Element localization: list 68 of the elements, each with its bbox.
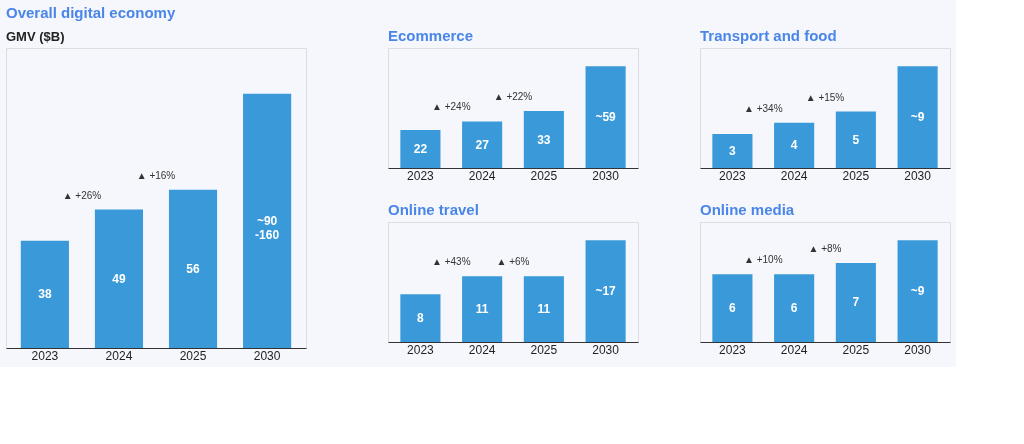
data-label: 8 xyxy=(417,311,425,326)
annotation: ▲ +22% xyxy=(493,91,533,103)
bar xyxy=(168,189,218,348)
data-label: 33 xyxy=(537,132,551,147)
bar xyxy=(897,66,938,168)
chart-subtitle: GMV ($B) xyxy=(6,29,65,44)
x-tick-label: 2023 xyxy=(719,168,747,183)
data-label: 7 xyxy=(852,295,860,310)
annotation: ▲ +6% xyxy=(496,256,530,268)
annotation: ▲ +24% xyxy=(432,101,471,113)
data-label: ~59 xyxy=(595,110,617,125)
x-tick-label: 2023 xyxy=(719,342,747,357)
x-tick-label: 2024 xyxy=(468,168,496,183)
bar xyxy=(712,134,753,168)
data-label: ~90 -160 xyxy=(255,213,280,242)
data-label: 6 xyxy=(729,301,737,316)
annotation: ▲ +34% xyxy=(744,102,783,114)
x-tick-label: 2025 xyxy=(842,342,870,357)
x-tick-label: 2030 xyxy=(592,168,620,183)
bar xyxy=(774,122,815,168)
data-label: ~9 xyxy=(910,284,925,299)
x-tick-label: 2025 xyxy=(179,348,207,363)
x-tick-label: 2024 xyxy=(468,342,496,357)
x-tick-label: 2030 xyxy=(904,342,932,357)
x-tick-label: 2024 xyxy=(105,348,133,363)
bar xyxy=(585,66,626,168)
data-label: 38 xyxy=(38,287,52,302)
chart-title: Overall digital economy xyxy=(6,4,176,21)
x-tick-label: 2025 xyxy=(842,168,870,183)
chart-title: Transport and food xyxy=(700,27,837,44)
data-label: 4 xyxy=(790,138,798,153)
annotation: ▲ +10% xyxy=(744,254,783,266)
annotation: ▲ +8% xyxy=(808,242,842,254)
data-label: 22 xyxy=(413,142,428,157)
data-label: 27 xyxy=(475,137,490,152)
bar xyxy=(94,209,144,348)
x-tick-label: 2023 xyxy=(31,348,59,363)
x-tick-label: 2023 xyxy=(407,168,435,183)
data-label: 3 xyxy=(729,144,737,159)
bar xyxy=(20,240,69,348)
x-tick-label: 2030 xyxy=(253,348,281,363)
x-tick-label: 2030 xyxy=(592,342,620,357)
chart-title: Ecommerce xyxy=(388,27,474,44)
chart-title: Online travel xyxy=(388,201,479,218)
chart-title: Online media xyxy=(700,201,795,218)
annotation: ▲ +26% xyxy=(62,189,102,201)
annotation: ▲ +16% xyxy=(136,169,176,181)
annotation: ▲ +15% xyxy=(805,91,845,103)
bar xyxy=(835,111,876,168)
data-label: 5 xyxy=(852,132,860,147)
x-tick-label: 2024 xyxy=(780,168,808,183)
annotation: ▲ +43% xyxy=(432,256,471,268)
x-tick-label: 2024 xyxy=(780,342,808,357)
data-label: 6 xyxy=(790,301,798,316)
x-tick-label: 2030 xyxy=(904,168,932,183)
x-tick-label: 2025 xyxy=(530,168,558,183)
bar xyxy=(243,93,292,348)
bar xyxy=(462,121,503,168)
x-tick-label: 2025 xyxy=(530,342,558,357)
data-label: 56 xyxy=(186,261,201,276)
bar xyxy=(523,111,564,168)
data-label: 49 xyxy=(112,271,126,286)
data-label: 11 xyxy=(475,302,489,317)
data-label: ~9 xyxy=(910,110,925,125)
bar xyxy=(400,130,441,168)
x-tick-label: 2023 xyxy=(407,342,435,357)
data-label: ~17 xyxy=(595,284,617,299)
data-label: 11 xyxy=(537,302,551,317)
